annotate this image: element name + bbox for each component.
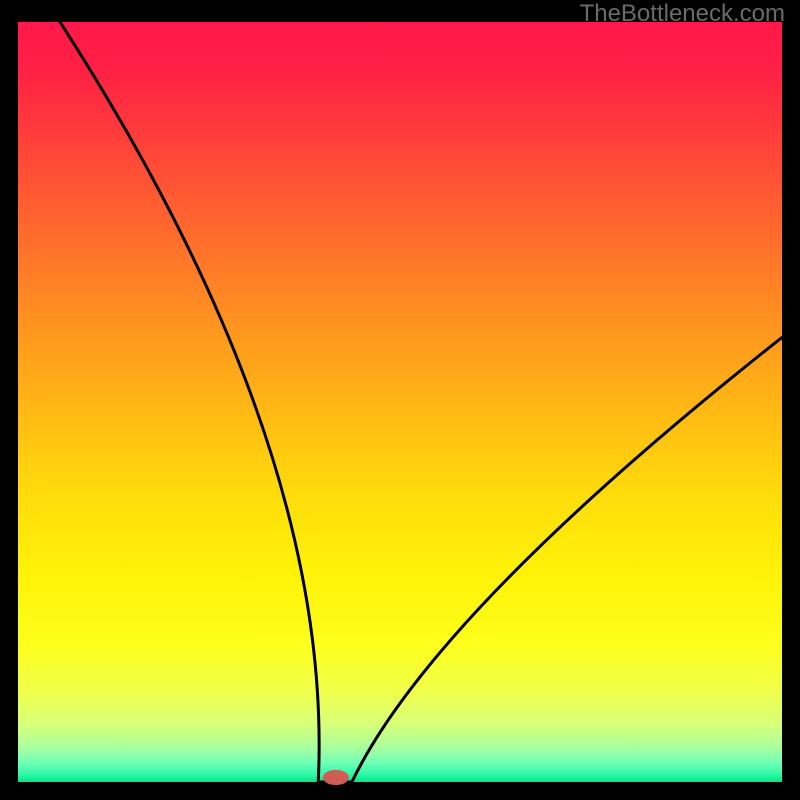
plot-frame xyxy=(18,22,782,782)
optimum-marker xyxy=(323,770,349,785)
watermark-text: TheBottleneck.com xyxy=(580,0,785,28)
bottleneck-curve xyxy=(60,22,782,782)
chart-stage: TheBottleneck.com xyxy=(0,0,800,800)
curve-layer xyxy=(18,22,782,782)
